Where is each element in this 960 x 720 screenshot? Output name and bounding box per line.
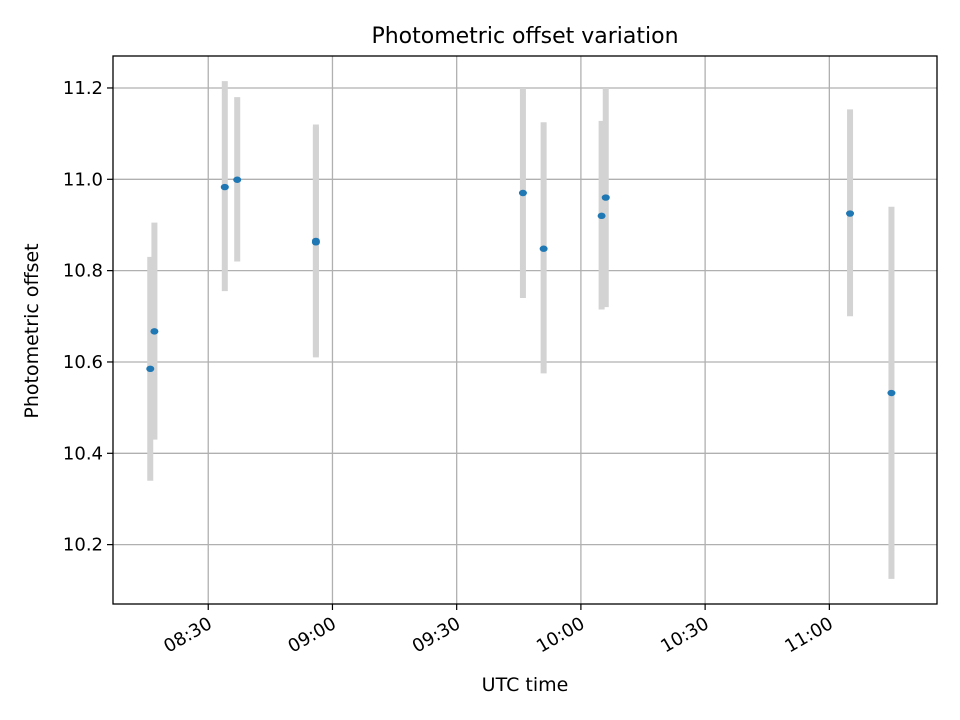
- data-point: [887, 389, 896, 397]
- y-tick-label: 10.8: [63, 261, 103, 282]
- data-points: [146, 176, 896, 397]
- plot-frame: [112, 55, 938, 605]
- data-point: [518, 189, 527, 197]
- y-axis-ticks: 10.2 10.4 10.6 10.8 11.0 11.2: [63, 78, 113, 556]
- grid-lines: [113, 56, 937, 604]
- data-point: [233, 176, 242, 183]
- y-axis-label: Photometric offset: [21, 243, 43, 418]
- y-tick-label: 11.0: [63, 169, 103, 190]
- x-axis-label: UTC time: [482, 674, 569, 696]
- chart-title: Photometric offset variation: [371, 24, 678, 49]
- y-tick-label: 10.4: [63, 443, 103, 464]
- y-tick-label: 10.6: [63, 352, 103, 373]
- data-point: [846, 210, 855, 217]
- data-point: [311, 237, 320, 245]
- y-tick-label: 11.2: [63, 78, 103, 99]
- data-point: [220, 183, 229, 191]
- data-point: [539, 245, 548, 252]
- data-point: [597, 212, 606, 220]
- data-point: [601, 194, 610, 201]
- data-point: [146, 365, 155, 373]
- y-tick-label: 10.2: [63, 535, 103, 556]
- data-point: [150, 328, 159, 335]
